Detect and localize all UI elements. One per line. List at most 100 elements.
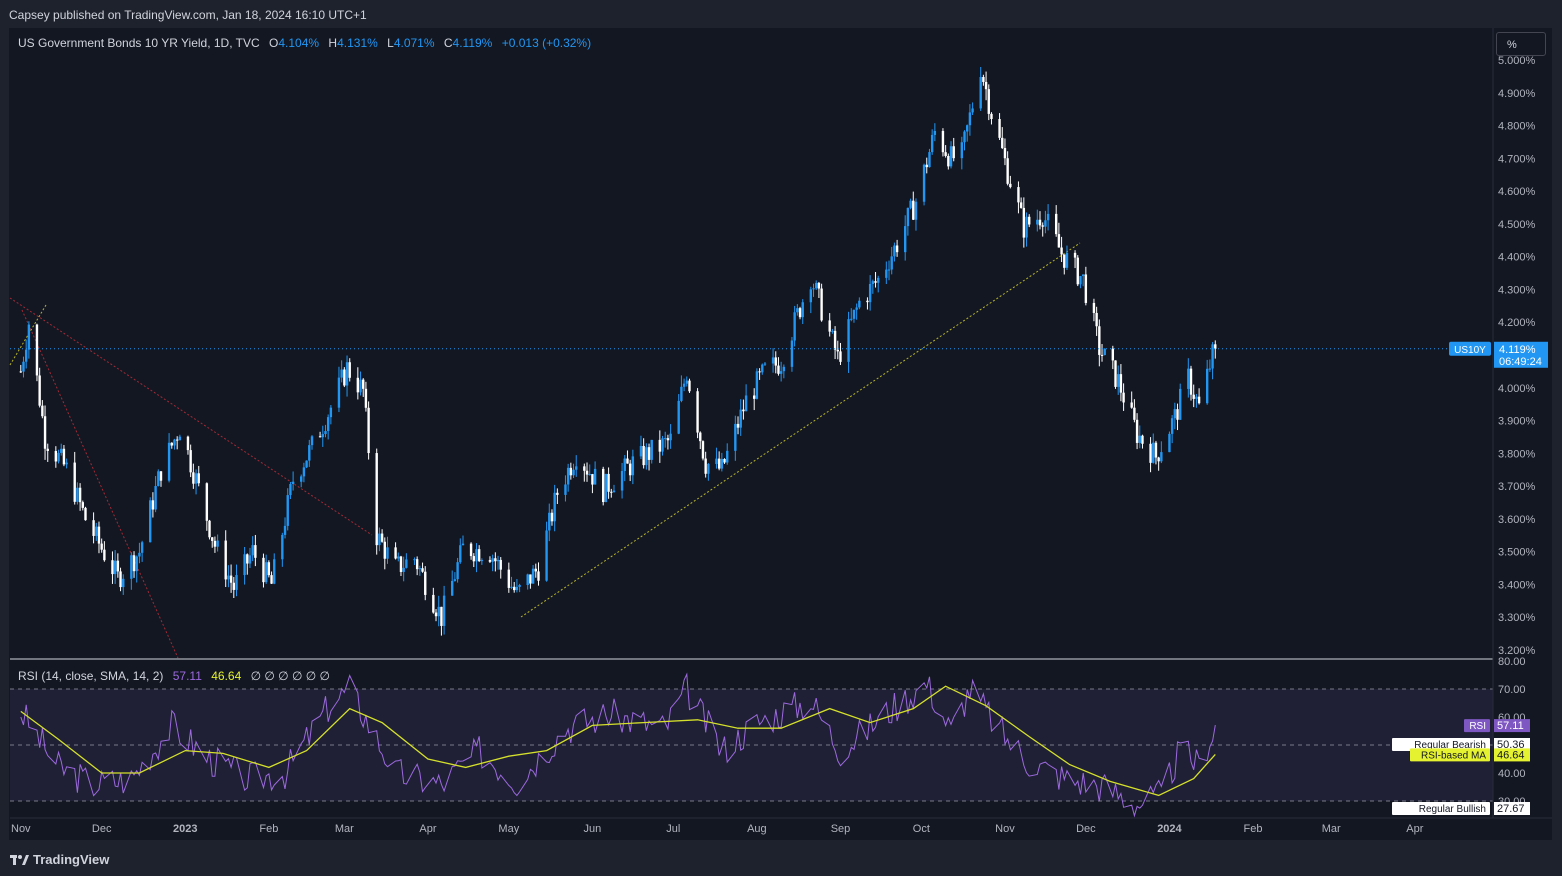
- candle-body: [1057, 234, 1061, 248]
- candle-body: [84, 507, 87, 521]
- time-axis-tick: Jun: [584, 823, 602, 835]
- rsi-legend[interactable]: RSI (14, close, SMA, 14, 2) 57.11 46.64 …: [18, 669, 330, 683]
- candle-body: [604, 473, 608, 503]
- candle-body: [645, 447, 648, 466]
- low-value: 4.071%: [393, 36, 435, 50]
- axes: 5.000% 4.900% 4.800% 4.700% 4.600% 4.500% 4.40…: [10, 28, 1552, 835]
- candle-body: [1046, 213, 1050, 221]
- candle-body: [887, 269, 891, 271]
- candle-body: [623, 458, 626, 472]
- candle-body: [1003, 148, 1007, 159]
- candle-body: [1076, 257, 1079, 285]
- candle-body: [356, 377, 360, 393]
- candle-body: [548, 512, 551, 531]
- rsi-title[interactable]: RSI (14, close, SMA, 14, 2): [18, 669, 164, 683]
- candle-body: [1197, 396, 1201, 404]
- close-value: 4.119%: [452, 36, 493, 50]
- candle-body: [302, 467, 306, 477]
- percent-scale-button[interactable]: %: [1496, 32, 1546, 56]
- candle-body: [192, 472, 195, 484]
- candle-body: [135, 556, 138, 572]
- candle-body: [1152, 442, 1155, 463]
- time-axis-tick: Apr: [419, 823, 436, 835]
- candle-body: [76, 487, 79, 502]
- time-axis-tick: Sep: [831, 823, 851, 835]
- candle-body: [405, 559, 408, 568]
- candle-body: [1098, 326, 1101, 355]
- candle-body: [461, 543, 465, 546]
- candle-body: [952, 146, 955, 159]
- candle-body: [442, 595, 446, 626]
- rsi-tag-value: 46.64: [1497, 749, 1525, 761]
- open-value: 4.104%: [278, 36, 320, 50]
- candle-body: [194, 473, 198, 484]
- candle-body: [175, 439, 179, 441]
- candle-body: [914, 201, 918, 220]
- candle-body: [208, 520, 211, 538]
- candle-body: [38, 375, 41, 406]
- price-legend[interactable]: US Government Bonds 10 YR Yield, 1D, TVC…: [18, 36, 591, 50]
- open-label: O: [269, 36, 279, 50]
- candle-body: [661, 438, 664, 452]
- candle-body: [424, 571, 427, 595]
- candle-body: [213, 540, 217, 547]
- candle-body: [480, 560, 484, 562]
- candle-body: [925, 164, 928, 168]
- candle-body: [167, 442, 171, 481]
- candle-body: [1168, 433, 1171, 453]
- candle-body: [380, 533, 384, 542]
- time-axis-tick: Feb: [1244, 823, 1263, 835]
- price-pane: [9, 66, 1493, 659]
- rsi-tag-value: 27.67: [1497, 803, 1525, 815]
- rsi-tag-value-bg: [1494, 737, 1530, 751]
- candle-body: [1135, 419, 1139, 443]
- price-axis-tick: 4.700%: [1498, 153, 1536, 165]
- candle-body: [62, 448, 66, 465]
- candle-body: [499, 559, 502, 570]
- candle-body: [1141, 435, 1144, 444]
- candle-body: [1084, 274, 1088, 303]
- candle-body: [248, 555, 252, 564]
- candle-body: [626, 458, 629, 464]
- candle-body: [847, 319, 850, 362]
- candle-body: [752, 395, 756, 399]
- rsi-tag-label: Regular Bullish: [1419, 804, 1486, 815]
- candle-body: [1130, 402, 1133, 408]
- candle-body: [1103, 348, 1106, 356]
- candle-body: [154, 486, 157, 510]
- candle-body: [510, 586, 513, 588]
- candle-body: [1060, 247, 1063, 255]
- candle-body: [1092, 302, 1096, 313]
- candle-body: [812, 288, 815, 290]
- chart-frame[interactable]: [9, 28, 1552, 840]
- candle-body: [291, 481, 295, 485]
- price-axis-tick: 3.300%: [1498, 612, 1536, 624]
- candle-body: [779, 371, 783, 374]
- candle-body: [1036, 219, 1039, 225]
- candle-body: [1038, 219, 1042, 226]
- red-downtrend-line: [9, 297, 373, 536]
- candle-body: [960, 142, 964, 159]
- symbol-title[interactable]: US Government Bonds 10 YR Yield, 1D, TVC: [18, 36, 260, 50]
- candle-body: [877, 277, 880, 283]
- candle-body: [666, 438, 670, 441]
- candle-body: [526, 574, 529, 586]
- candle-body: [720, 458, 724, 469]
- candle-body: [933, 130, 937, 135]
- candle-body: [1133, 407, 1136, 420]
- candle-body: [283, 525, 287, 535]
- candle-body: [507, 569, 511, 588]
- candle-body: [723, 458, 726, 463]
- price-axis-tick: 3.500%: [1498, 547, 1536, 559]
- time-axis-tick: Mar: [1322, 823, 1341, 835]
- candle-body: [941, 130, 945, 153]
- candle-body: [456, 562, 459, 580]
- candle-body: [1081, 274, 1085, 277]
- price-axis-tick: 4.300%: [1498, 284, 1536, 296]
- candle-body: [41, 405, 44, 417]
- candle-body: [270, 575, 273, 584]
- candle-body: [1208, 368, 1212, 370]
- candle-body: [383, 541, 386, 559]
- candle-body: [451, 580, 454, 596]
